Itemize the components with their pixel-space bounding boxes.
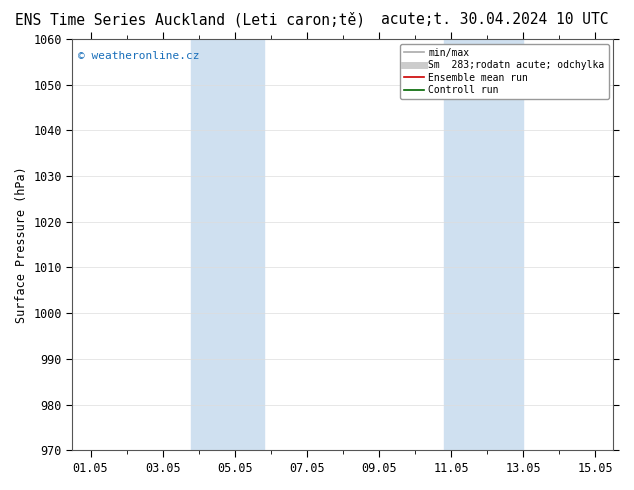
Text: © weatheronline.cz: © weatheronline.cz (78, 51, 199, 61)
Y-axis label: Surface Pressure (hPa): Surface Pressure (hPa) (15, 166, 28, 323)
Legend: min/max, Sm  283;rodatn acute; odchylka, Ensemble mean run, Controll run: min/max, Sm 283;rodatn acute; odchylka, … (400, 44, 609, 99)
Text: ENS Time Series Auckland (Leti caron;tě): ENS Time Series Auckland (Leti caron;tě) (15, 12, 365, 28)
Bar (191, 39, 264, 450)
Text: acute;t. 30.04.2024 10 UTC: acute;t. 30.04.2024 10 UTC (381, 12, 608, 27)
Bar (444, 39, 523, 450)
